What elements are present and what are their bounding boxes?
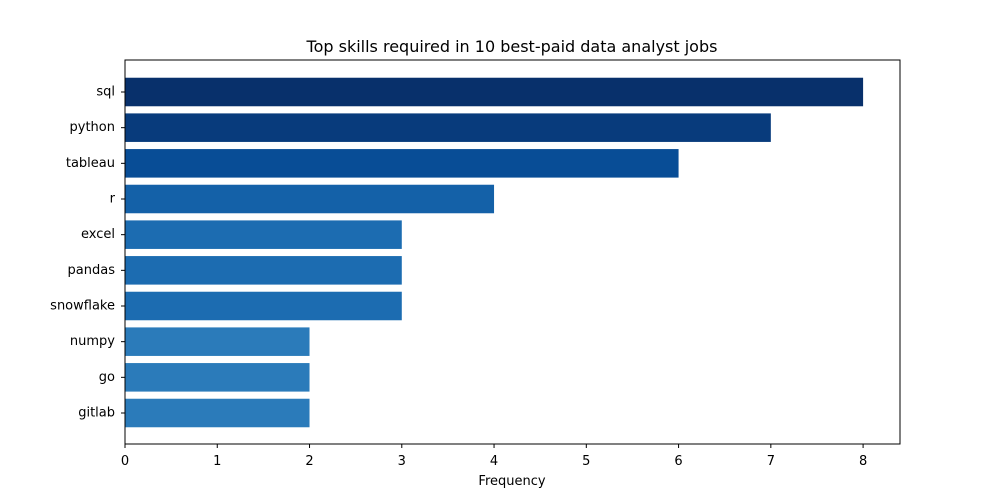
x-tick-label: 3 <box>398 454 406 469</box>
y-tick-label: sql <box>96 85 115 100</box>
x-tick-label: 1 <box>213 454 221 469</box>
y-axis-ticks: sql python tableau r excel pandas snowflake num… <box>50 85 125 421</box>
y-tick-label: tableau <box>66 156 115 171</box>
y-tick-label: excel <box>81 227 115 242</box>
plot-frame <box>124 59 901 445</box>
y-tick-label: numpy <box>70 334 115 349</box>
x-tick-label: 6 <box>674 454 682 469</box>
x-tick-label: 4 <box>490 454 498 469</box>
bar-tableau <box>125 149 679 178</box>
bars-group <box>125 77 864 428</box>
x-tick-label: 5 <box>582 454 590 469</box>
bar-excel <box>125 220 402 249</box>
x-axis-label: Frequency <box>478 474 545 489</box>
x-tick-label: 0 <box>121 454 129 469</box>
x-tick-label: 8 <box>859 454 867 469</box>
y-tick-label: pandas <box>68 263 116 278</box>
y-tick-label: go <box>99 370 115 385</box>
bar-python <box>125 113 771 142</box>
y-tick-label: gitlab <box>78 406 115 421</box>
x-axis-ticks: 0 1 2 3 4 5 6 7 8 <box>121 444 867 469</box>
chart-title: Top skills required in 10 best-paid data… <box>306 37 718 56</box>
bar-go <box>125 363 310 392</box>
bar-snowflake <box>125 291 402 321</box>
y-tick-label: python <box>70 120 115 135</box>
bar-numpy <box>125 327 310 356</box>
bar-pandas <box>125 256 402 285</box>
x-tick-label: 7 <box>767 454 775 469</box>
y-tick-label: snowflake <box>50 299 115 314</box>
x-tick-label: 2 <box>305 454 313 469</box>
y-tick-label: r <box>110 192 116 207</box>
bar-sql <box>125 77 864 107</box>
bar-gitlab <box>125 398 310 428</box>
bar-r <box>125 184 495 214</box>
